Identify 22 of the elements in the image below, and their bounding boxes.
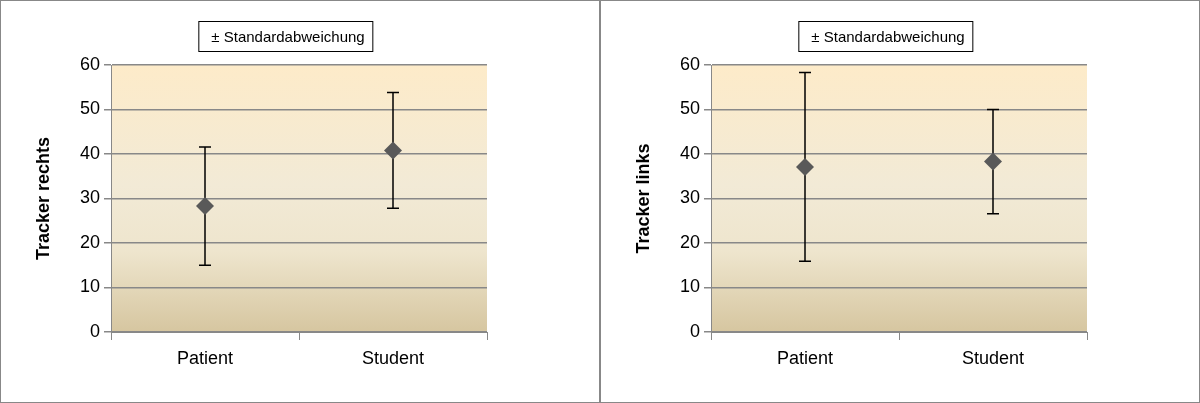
y-tick-label: 50	[79, 98, 100, 119]
y-axis-title: Tracker links	[632, 143, 653, 254]
y-tick-label: 50	[679, 98, 700, 119]
y-tick-label: 0	[689, 320, 700, 341]
y-tick-label: 60	[679, 53, 700, 74]
x-tick-label: Patient	[176, 347, 234, 368]
y-tick-label: 20	[679, 231, 700, 252]
x-tick-label: Patient	[776, 347, 834, 368]
x-tick-label: Student	[961, 347, 1025, 368]
y-tick-label: 30	[79, 187, 100, 208]
y-tick-label: 0	[89, 320, 100, 341]
y-tick-label: 40	[79, 142, 100, 163]
text: ± Standardabweichung	[211, 28, 365, 45]
y-tick-label: 60	[79, 53, 100, 74]
y-tick-label: 10	[679, 276, 700, 297]
y-tick-label: 10	[79, 276, 100, 297]
y-tick-label: 30	[679, 187, 700, 208]
x-tick-label: Student	[361, 347, 425, 368]
y-tick-label: 40	[679, 142, 700, 163]
y-axis-title: Tracker rechts	[32, 136, 53, 261]
text: ± Standardabweichung	[811, 28, 965, 45]
y-tick-label: 20	[79, 231, 100, 252]
